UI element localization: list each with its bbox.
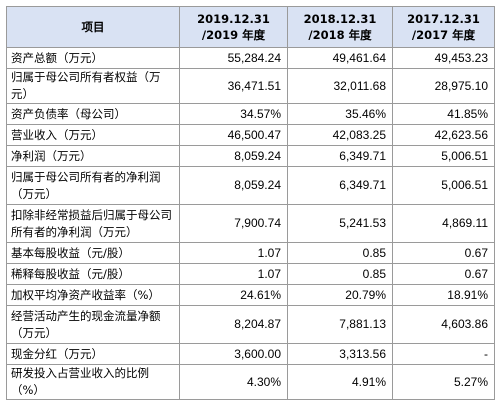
header-col-2019: 2019.12.31 /2019 年度: [179, 6, 288, 48]
value-2017: 5,006.51: [392, 166, 495, 205]
value-2019: 7,900.74: [179, 204, 288, 243]
value-2019: 24.61%: [179, 284, 288, 306]
value-2018: 49,461.64: [287, 47, 393, 69]
value-2017: 5,006.51: [392, 145, 495, 167]
header-date: 2019.12.31: [197, 12, 270, 26]
table-row: 归属于母公司所有者权益（万元） 36,471.51 32,011.68 28,9…: [6, 68, 495, 104]
financial-table-container: 项目 2019.12.31 /2019 年度 2018.12.31 /2018 …: [6, 6, 495, 400]
value-2018: 6,349.71: [287, 145, 393, 167]
value-2017: 4,869.11: [392, 204, 495, 243]
table-row: 研发投入占营业收入的比例（%） 4.30% 4.91% 5.27%: [6, 364, 495, 400]
value-2017: 28,975.10: [392, 68, 495, 104]
value-2019: 46,500.47: [179, 124, 288, 146]
value-2018: 5,241.53: [287, 204, 393, 243]
value-2019: 8,059.24: [179, 166, 288, 205]
value-2019: 3,600.00: [179, 343, 288, 365]
value-2018: 4.91%: [287, 364, 393, 400]
row-label: 归属于母公司所有者权益（万元）: [6, 68, 180, 104]
table-row: 扣除非经常损益后归属于母公司所有者的净利润（万元） 7,900.74 5,241…: [6, 204, 495, 243]
financial-data-table: 项目 2019.12.31 /2019 年度 2018.12.31 /2018 …: [6, 6, 495, 400]
header-date: 2018.12.31: [303, 12, 377, 26]
value-2017: -: [392, 343, 495, 365]
value-2017: 41.85%: [392, 103, 495, 125]
value-2019: 55,284.24: [179, 47, 288, 69]
table-row: 资产总额（万元） 55,284.24 49,461.64 49,453.23: [6, 47, 495, 69]
table-header: 项目 2019.12.31 /2019 年度 2018.12.31 /2018 …: [6, 6, 495, 48]
value-2019: 34.57%: [179, 103, 288, 125]
row-label: 营业收入（万元）: [6, 124, 180, 146]
value-2017: 42,623.56: [392, 124, 495, 146]
row-label: 资产总额（万元）: [6, 47, 180, 69]
row-label: 研发投入占营业收入的比例（%）: [6, 364, 180, 400]
value-2018: 6,349.71: [287, 166, 393, 205]
value-2018: 42,083.25: [287, 124, 393, 146]
header-col-2017: 2017.12.31 /2017 年度: [392, 6, 495, 48]
value-2018: 0.85: [287, 242, 393, 264]
header-year: /2018 年度: [308, 28, 372, 42]
value-2019: 1.07: [179, 263, 288, 285]
value-2018: 3,313.56: [287, 343, 393, 365]
row-label: 现金分红（万元）: [6, 343, 180, 365]
row-label: 加权平均净资产收益率（%）: [6, 284, 180, 306]
row-label: 归属于母公司所有者的净利润（万元）: [6, 166, 180, 205]
value-2017: 49,453.23: [392, 47, 495, 69]
table-row: 加权平均净资产收益率（%） 24.61% 20.79% 18.91%: [6, 284, 495, 306]
row-label: 基本每股收益（元/股）: [6, 242, 180, 264]
value-2017: 18.91%: [392, 284, 495, 306]
table-body: 资产总额（万元） 55,284.24 49,461.64 49,453.23 归…: [6, 47, 495, 400]
value-2019: 36,471.51: [179, 68, 288, 104]
value-2018: 32,011.68: [287, 68, 393, 104]
header-col-2018: 2018.12.31 /2018 年度: [287, 6, 393, 48]
table-row: 资产负债率（母公司） 34.57% 35.46% 41.85%: [6, 103, 495, 125]
value-2018: 20.79%: [287, 284, 393, 306]
value-2017: 0.67: [392, 263, 495, 285]
row-label: 净利润（万元）: [6, 145, 180, 167]
value-2017: 5.27%: [392, 364, 495, 400]
value-2019: 8,204.87: [179, 305, 288, 344]
value-2018: 0.85: [287, 263, 393, 285]
value-2019: 1.07: [179, 242, 288, 264]
value-2017: 4,603.86: [392, 305, 495, 344]
header-year: /2017 年度: [411, 28, 476, 42]
header-date: 2017.12.31: [407, 12, 480, 26]
table-row: 基本每股收益（元/股） 1.07 0.85 0.67: [6, 242, 495, 264]
table-row: 稀释每股收益（元/股） 1.07 0.85 0.67: [6, 263, 495, 285]
row-label: 经营活动产生的现金流量净额（万元）: [6, 305, 180, 344]
value-2018: 35.46%: [287, 103, 393, 125]
row-label: 资产负债率（母公司）: [6, 103, 180, 125]
value-2017: 0.67: [392, 242, 495, 264]
header-row: 项目 2019.12.31 /2019 年度 2018.12.31 /2018 …: [6, 6, 495, 48]
table-row: 归属于母公司所有者的净利润（万元） 8,059.24 6,349.71 5,00…: [6, 166, 495, 205]
table-row: 营业收入（万元） 46,500.47 42,083.25 42,623.56: [6, 124, 495, 146]
value-2019: 8,059.24: [179, 145, 288, 167]
row-label: 扣除非经常损益后归属于母公司所有者的净利润（万元）: [6, 204, 180, 243]
row-label: 稀释每股收益（元/股）: [6, 263, 180, 285]
table-row: 净利润（万元） 8,059.24 6,349.71 5,006.51: [6, 145, 495, 167]
header-year: /2019 年度: [201, 28, 266, 42]
header-item: 项目: [6, 6, 180, 48]
table-row: 经营活动产生的现金流量净额（万元） 8,204.87 7,881.13 4,60…: [6, 305, 495, 344]
value-2018: 7,881.13: [287, 305, 393, 344]
value-2019: 4.30%: [179, 364, 288, 400]
table-row: 现金分红（万元） 3,600.00 3,313.56 -: [6, 343, 495, 365]
